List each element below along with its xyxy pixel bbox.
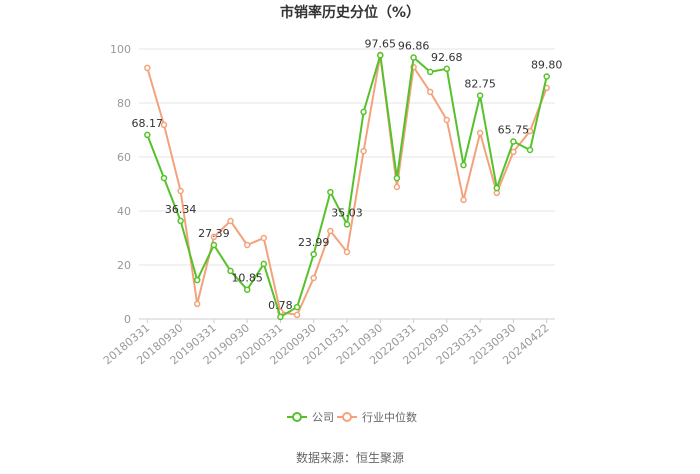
data-point-1-18: [443, 116, 451, 124]
legend-item-company[interactable]: 公司: [287, 411, 334, 424]
data-point-1-13: [360, 147, 367, 155]
legend: 公司 行业中位数: [287, 410, 417, 424]
series-1: [144, 51, 550, 319]
series-layer: [144, 51, 550, 321]
series-line-1: [146, 53, 548, 316]
data-point-0-12: [343, 221, 351, 228]
data-point-0-11: [327, 188, 334, 196]
data-point-1-22: [510, 148, 517, 156]
data-point-0-3: [193, 276, 201, 284]
data-point-0-7: [260, 260, 268, 268]
data-point-0-0: [144, 131, 151, 139]
data-point-0-23: [526, 146, 534, 154]
data-point-1-23: [526, 127, 534, 135]
data-point-1-5: [227, 217, 234, 225]
data-point-1-19: [460, 196, 467, 204]
data-point-1-7: [260, 234, 268, 242]
y-tick-label-80: 80: [117, 97, 131, 110]
data-point-0-8: [277, 313, 284, 321]
data-point-0-18: [443, 65, 451, 73]
data-label-0-2: 36.34: [165, 203, 197, 216]
grid-lines: [139, 48, 555, 266]
data-point-0-22: [510, 138, 517, 145]
data-point-1-15: [393, 183, 401, 191]
data-point-0-2: [177, 217, 184, 225]
data-label-0-12: 35.03: [331, 206, 363, 219]
data-label-0-4: 27.39: [198, 227, 230, 240]
series-0: [144, 52, 550, 321]
data-point-1-12: [343, 248, 351, 256]
data-label-0-8: 0.78: [268, 299, 293, 312]
data-point-0-15: [393, 174, 401, 182]
data-source: 数据来源：恒生聚源: [296, 450, 404, 465]
data-point-0-1: [160, 174, 168, 182]
y-axis: 0 20 40 60 80 100: [110, 43, 131, 326]
data-point-0-24: [543, 73, 550, 80]
data-point-0-21: [493, 184, 501, 192]
y-tick-label-40: 40: [117, 205, 131, 218]
data-point-0-10: [310, 250, 317, 258]
data-point-0-13: [360, 108, 367, 116]
data-point-0-4: [210, 241, 218, 249]
data-label-0-14: 97.65: [365, 37, 397, 50]
data-point-1-6: [243, 241, 251, 249]
y-tick-label-60: 60: [117, 151, 131, 164]
data-point-0-5: [227, 267, 234, 275]
data-point-0-20: [476, 92, 484, 99]
legend-marker-industry-median: [342, 412, 352, 422]
data-point-1-2: [177, 187, 184, 195]
y-tick-label-20: 20: [117, 259, 131, 272]
data-point-1-11: [327, 227, 334, 235]
data-point-1-10: [310, 274, 317, 282]
x-axis: 2018033120180930201903312019093020200331…: [101, 318, 555, 367]
data-point-0-9: [293, 303, 301, 311]
legend-label-industry-median: 行业中位数: [362, 410, 417, 424]
data-point-1-3: [193, 300, 201, 308]
data-label-0-24: 89.80: [531, 59, 563, 72]
data-point-1-20: [476, 129, 484, 137]
y-tick-label-100: 100: [110, 43, 131, 56]
data-point-0-19: [460, 161, 467, 169]
data-label-0-18: 92.68: [431, 51, 463, 64]
data-point-0-6: [243, 286, 251, 293]
data-point-1-1: [160, 121, 168, 129]
legend-marker-company: [292, 412, 302, 422]
data-point-1-0: [144, 64, 151, 72]
chart-title: 市销率历史分位（%）: [280, 4, 420, 21]
data-point-0-17: [426, 68, 434, 76]
data-point-0-14: [377, 52, 384, 59]
legend-label-company: 公司: [312, 411, 334, 424]
data-label-0-20: 82.75: [464, 78, 496, 91]
data-point-1-9: [293, 311, 301, 319]
data-label-0-22: 65.75: [498, 124, 530, 137]
y-tick-label-0: 0: [124, 313, 131, 326]
data-point-1-17: [426, 88, 434, 96]
data-point-0-16: [410, 54, 417, 61]
data-point-1-4: [210, 233, 218, 241]
legend-item-industry-median[interactable]: 行业中位数: [337, 410, 417, 424]
series-line-0: [146, 54, 548, 318]
data-label-0-0: 68.17: [132, 117, 164, 130]
data-label-0-10: 23.99: [298, 236, 330, 249]
data-label-0-6: 10.85: [231, 272, 263, 285]
data-label-0-16: 96.86: [398, 40, 430, 53]
